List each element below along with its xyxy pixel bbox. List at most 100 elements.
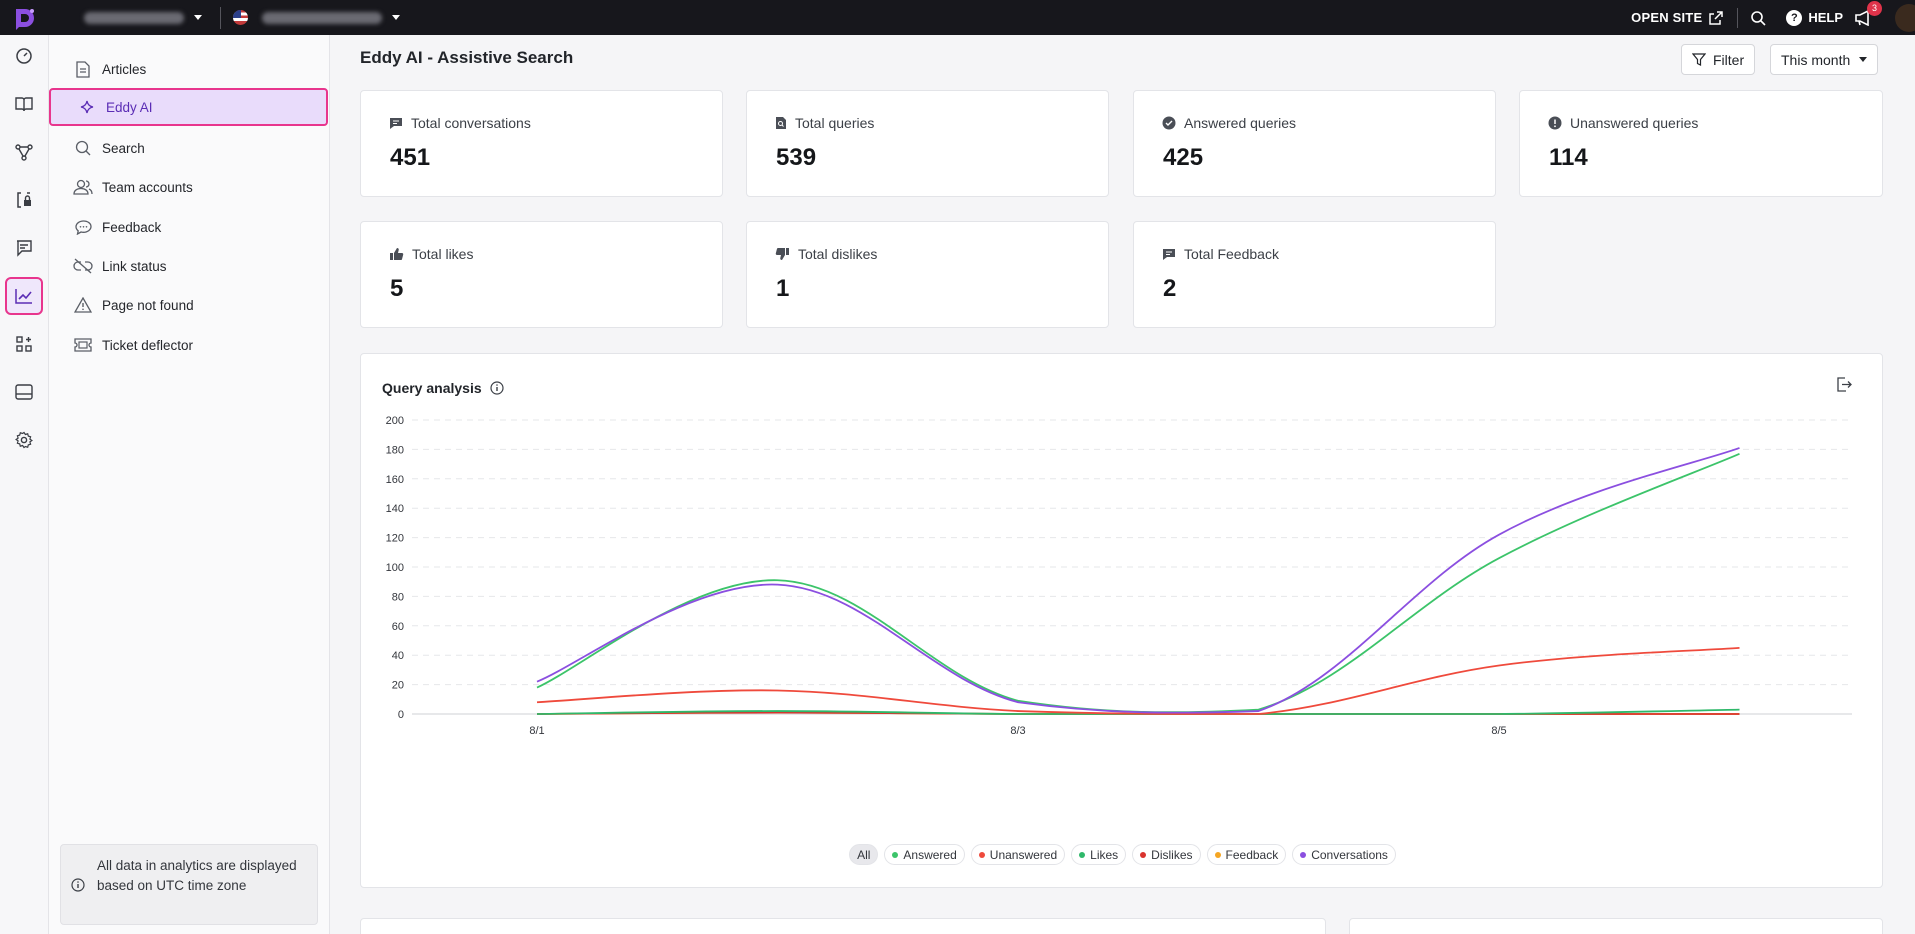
date-range-dropdown[interactable]: This month [1770, 44, 1879, 75]
stat-value: 2 [1163, 275, 1177, 302]
icon-rail [0, 35, 49, 934]
query-analysis-card: Query analysis 0 20 40 60 80 100 120 140 160 180 2… [360, 353, 1883, 888]
legend-dot [892, 851, 899, 858]
date-range-label: This month [1781, 51, 1851, 68]
legend-dot [1140, 851, 1147, 858]
sidebar-item-label: Team accounts [102, 179, 193, 195]
analytics-icon[interactable] [5, 277, 43, 315]
app-logo-icon[interactable] [0, 0, 50, 35]
y-tick-label: 140 [386, 503, 404, 515]
export-button[interactable] [1836, 377, 1852, 397]
announcements-button[interactable]: 3 [1853, 0, 1882, 28]
stat-value: 1 [776, 275, 790, 302]
legend-label: Likes [1090, 847, 1119, 862]
sidebar-item-search[interactable]: Search [49, 129, 330, 167]
legend-item-feedback[interactable]: Feedback [1206, 844, 1287, 865]
sidebar-item-label: Feedback [102, 219, 162, 235]
help-label: HELP [1808, 10, 1843, 25]
chart-legend: All Answered Unanswered Likes Dislikes Feedb… [361, 844, 1884, 865]
y-tick-label: 0 [398, 709, 404, 721]
chevron-down-icon [392, 15, 400, 20]
analytics-sidebar: Articles Eddy AI Search Team accounts Fe… [49, 35, 330, 934]
series-line-answered [536, 452, 1740, 714]
api-lock-icon[interactable] [5, 181, 43, 219]
legend-item-unanswered[interactable]: Unanswered [970, 844, 1066, 865]
series-line-conversations [536, 447, 1740, 714]
help-button[interactable]: ? HELP [1786, 9, 1843, 26]
stat-label: Answered queries [1184, 115, 1297, 131]
y-tick-label: 60 [392, 621, 404, 633]
stat-label: Total likes [412, 246, 474, 262]
legend-dot [1079, 851, 1086, 858]
legend-label: All [857, 847, 871, 862]
warning-icon [73, 295, 93, 315]
bottom-card-left [360, 918, 1326, 934]
thumbs-down-icon [775, 248, 789, 260]
version-name-redacted [262, 11, 382, 24]
open-site-link[interactable]: OPEN SITE [1631, 10, 1724, 25]
dashboard-icon[interactable] [5, 37, 43, 75]
sidebar-item-team-accounts[interactable]: Team accounts [49, 168, 330, 206]
stat-label: Total Feedback [1184, 246, 1279, 262]
filter-button[interactable]: Filter [1681, 44, 1756, 75]
layout-icon[interactable] [5, 373, 43, 411]
chat-bubble-icon [73, 217, 93, 237]
sidebar-item-link-status[interactable]: Link status [49, 247, 330, 285]
gear-icon[interactable] [5, 421, 43, 459]
stat-card-total-feedback: Total Feedback 2 [1133, 221, 1496, 328]
legend-item-all[interactable]: All [849, 844, 879, 865]
sidebar-item-articles[interactable]: Articles [49, 50, 330, 88]
avatar[interactable] [1895, 4, 1915, 32]
legend-item-likes[interactable]: Likes [1071, 844, 1127, 865]
x-tick-label: 8/5 [1491, 725, 1506, 737]
main-content: Eddy AI - Assistive Search Filter This m… [331, 35, 1915, 934]
language-selector[interactable] [233, 10, 400, 25]
legend-dot [978, 851, 985, 858]
x-tick-label: 8/3 [1010, 725, 1025, 737]
comments-icon[interactable] [5, 229, 43, 267]
legend-item-dislikes[interactable]: Dislikes [1132, 844, 1201, 865]
legend-label: Unanswered [989, 847, 1058, 862]
stat-card-answered-queries: Answered queries 425 [1133, 90, 1496, 197]
sidebar-item-label: Ticket deflector [102, 337, 194, 353]
sidebar-item-ticket-deflector[interactable]: Ticket deflector [49, 326, 330, 364]
divider [220, 6, 221, 29]
info-icon [71, 878, 85, 898]
stat-card-total-queries: Total queries 539 [746, 90, 1109, 197]
stat-card-total-conversations: Total conversations 451 [360, 90, 723, 197]
stat-label: Total queries [795, 115, 875, 131]
page-title: Eddy AI - Assistive Search [360, 48, 574, 67]
y-tick-label: 120 [386, 533, 404, 545]
search-icon [73, 138, 93, 158]
y-tick-label: 160 [386, 474, 404, 486]
y-tick-label: 20 [392, 680, 404, 692]
info-icon[interactable] [490, 381, 504, 395]
y-tick-label: 40 [392, 650, 404, 662]
legend-label: Conversations [1311, 847, 1388, 862]
stat-card-total-likes: Total likes 5 [360, 221, 723, 328]
sidebar-item-eddy-ai[interactable]: Eddy AI [49, 88, 328, 126]
legend-item-answered[interactable]: Answered [884, 844, 965, 865]
stat-card-unanswered-queries: Unanswered queries 114 [1519, 90, 1883, 197]
stat-card-total-dislikes: Total dislikes 1 [746, 221, 1109, 328]
y-tick-label: 80 [392, 591, 404, 603]
project-selector[interactable] [84, 11, 202, 24]
legend-item-conversations[interactable]: Conversations [1292, 844, 1396, 865]
sidebar-item-label: Link status [102, 258, 167, 274]
sidebar-item-page-not-found[interactable]: Page not found [49, 286, 330, 324]
top-bar: OPEN SITE ? HELP 3 [0, 0, 1915, 35]
book-icon[interactable] [5, 85, 43, 123]
project-name-redacted [84, 11, 184, 24]
workflow-icon[interactable] [5, 133, 43, 171]
chart-title: Query analysis [382, 380, 482, 396]
legend-label: Dislikes [1151, 847, 1193, 862]
stat-label: Unanswered queries [1570, 115, 1699, 131]
feedback-icon [1163, 248, 1175, 260]
check-badge-icon [1162, 116, 1176, 130]
widgets-icon[interactable] [5, 325, 43, 363]
chevron-down-icon [1859, 57, 1868, 62]
notification-badge: 3 [1867, 0, 1882, 16]
search-icon[interactable] [1750, 10, 1766, 26]
stat-value: 539 [776, 144, 817, 171]
sidebar-item-feedback[interactable]: Feedback [49, 208, 330, 246]
